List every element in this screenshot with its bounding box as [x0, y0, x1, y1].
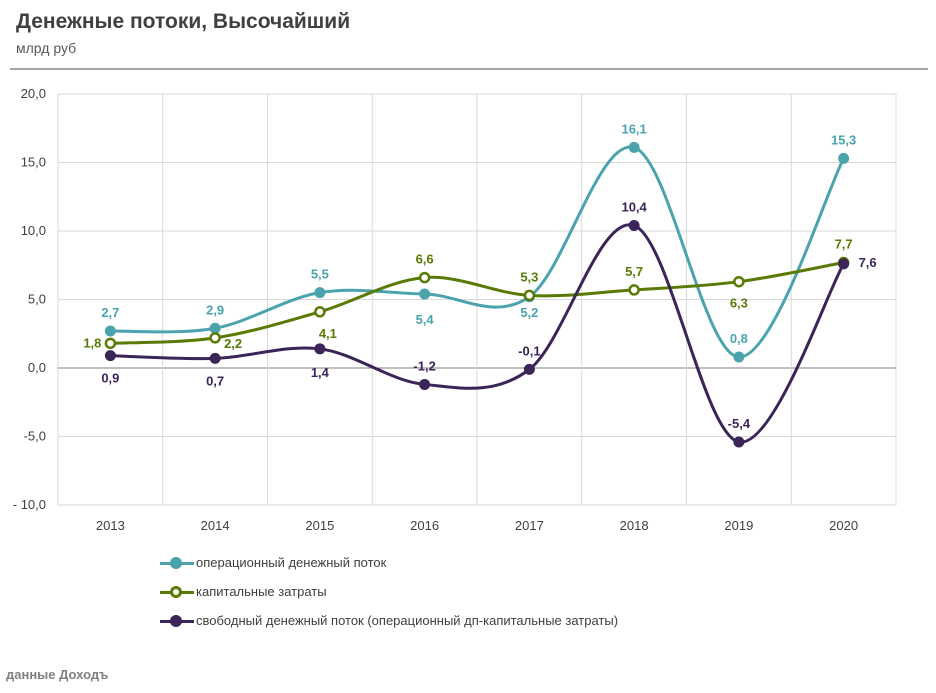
chart-subtitle: млрд руб	[16, 40, 77, 56]
data-point-capex	[628, 284, 640, 296]
data-point-operating	[314, 287, 326, 299]
legend-item-free: свободный денежный поток (операционный д…	[160, 606, 618, 635]
legend-label-free: свободный денежный поток (операционный д…	[196, 613, 619, 628]
data-point-operating	[419, 288, 431, 300]
x-tick-label: 2017	[515, 518, 544, 533]
y-tick-label: 0,0	[28, 360, 46, 375]
data-label-capex: 4,1	[319, 326, 337, 341]
data-label-operating: 16,1	[621, 121, 646, 136]
data-label-capex: 5,7	[625, 264, 643, 279]
data-point-operating	[104, 325, 116, 337]
data-point-free	[838, 258, 850, 270]
data-point-capex	[209, 332, 221, 344]
data-point-capex	[523, 289, 536, 302]
data-label-free: -1,2	[413, 358, 435, 373]
x-tick-label: 2018	[620, 518, 649, 533]
x-tick-label: 2015	[305, 518, 334, 533]
data-point-free	[733, 436, 745, 448]
x-tick-label: 2019	[724, 518, 753, 533]
data-point-operating	[838, 152, 850, 164]
legend-label-capex: капитальные затраты	[196, 584, 327, 599]
series-line-capex	[110, 261, 844, 345]
data-label-capex: 7,7	[835, 237, 853, 252]
data-label-free: 7,6	[859, 255, 877, 270]
legend: операционный денежный поток капитальные …	[160, 548, 618, 635]
y-tick-label: 10,0	[21, 223, 46, 238]
legend-swatch-capex	[160, 585, 194, 599]
data-label-operating: 2,7	[101, 305, 119, 320]
data-label-capex: 2,2	[224, 336, 242, 351]
y-tick-label: 5,0	[28, 292, 46, 307]
data-label-free: 1,4	[311, 365, 330, 380]
data-point-capex	[733, 275, 745, 288]
chart-title: Денежные потоки, Высочайший	[16, 10, 351, 33]
data-point-operating	[733, 351, 745, 363]
data-label-capex: 6,3	[730, 296, 748, 311]
y-tick-label: 15,0	[21, 155, 46, 170]
data-label-free: 10,4	[621, 200, 647, 215]
data-point-free	[104, 350, 116, 362]
legend-swatch-free	[160, 614, 194, 628]
legend-item-operating: операционный денежный поток	[160, 548, 618, 577]
data-point-capex	[418, 271, 431, 284]
title-divider	[10, 68, 928, 70]
data-label-free: 0,9	[101, 371, 119, 386]
data-point-operating	[209, 322, 221, 334]
data-point-capex	[104, 337, 117, 350]
data-point-operating	[628, 141, 640, 153]
data-label-operating: 5,5	[311, 267, 329, 282]
y-tick-label: 20,0	[21, 86, 46, 101]
data-point-capex	[314, 306, 326, 318]
data-label-operating: 15,3	[831, 132, 856, 147]
data-label-free: -5,4	[728, 416, 751, 431]
x-tick-label: 2020	[829, 518, 858, 533]
data-point-free	[628, 220, 640, 232]
legend-label-operating: операционный денежный поток	[196, 555, 387, 570]
x-tick-label: 2016	[410, 518, 439, 533]
source-note: данные Доходъ	[6, 667, 109, 682]
data-point-free	[419, 378, 431, 390]
y-tick-label: - 10,0	[13, 497, 46, 512]
data-label-capex: 6,6	[416, 252, 434, 267]
data-label-capex: 1,8	[83, 335, 101, 350]
legend-item-capex: капитальные затраты	[160, 577, 618, 606]
data-label-free: 0,7	[206, 373, 224, 388]
data-point-free	[209, 352, 221, 364]
x-tick-label: 2014	[201, 518, 230, 533]
data-label-operating: 2,9	[206, 302, 224, 317]
data-label-operating: 5,2	[520, 305, 538, 320]
x-tick-label: 2013	[96, 518, 125, 533]
legend-swatch-operating	[160, 556, 194, 570]
data-label-capex: 5,3	[520, 269, 538, 284]
y-tick-label: -5,0	[24, 429, 46, 444]
data-point-free	[314, 343, 326, 355]
data-label-operating: 0,8	[730, 331, 748, 346]
data-point-free	[523, 363, 535, 375]
data-label-free: -0,1	[518, 343, 540, 358]
data-label-operating: 5,4	[416, 312, 435, 327]
